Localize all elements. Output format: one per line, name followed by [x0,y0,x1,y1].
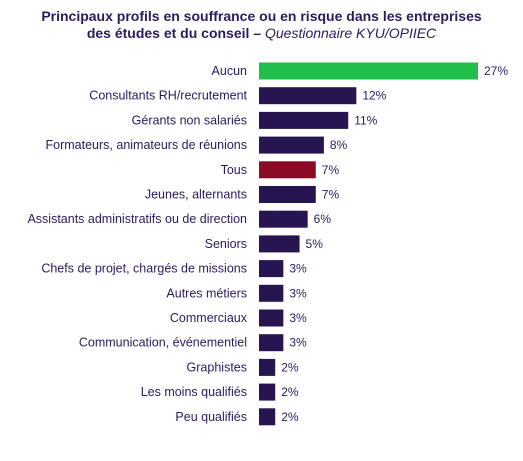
category-label: Tous [221,163,247,177]
category-label: Assistants administratifs ou de directio… [27,212,247,226]
category-label: Peu qualifiés [175,410,247,424]
category-label: Autres métiers [166,286,247,300]
bar [259,136,324,154]
value-label: 7% [322,163,340,177]
bar [259,210,308,228]
chart-title-line1: Principaux profils en souffrance ou en r… [41,8,482,24]
bar [259,334,284,352]
bar [259,260,284,278]
value-label: 2% [281,410,299,424]
category-label: Seniors [205,237,247,251]
bar [259,111,349,129]
category-label: Communication, événementiel [79,336,247,350]
chart-title-line2: des études et du conseil – Questionnaire… [0,25,523,42]
bars-group: Aucun 27% Consultants RH/recrutement 12% Gér… [27,62,508,426]
value-label: 27% [484,64,508,78]
bar [259,87,357,105]
category-label: Consultants RH/recrutement [89,89,247,103]
value-label: 2% [281,385,299,399]
bar [259,408,276,426]
chart-title-line2-text: des études et du conseil – [86,25,265,41]
category-label: Chefs de projet, chargés de missions [41,262,247,276]
chart-title-source: Questionnaire KYU/OPIIEC [264,25,437,41]
bar [259,383,276,401]
value-label: 3% [289,311,307,325]
bar [259,309,284,327]
value-label: 5% [306,237,324,251]
value-label: 6% [314,212,332,226]
value-label: 7% [322,188,340,202]
value-label: 2% [281,360,299,374]
category-label: Formateurs, animateurs de réunions [46,138,247,152]
category-label: Graphistes [187,360,247,374]
category-label: Commerciaux [170,311,248,325]
value-label: 11% [354,113,377,127]
category-label: Jeunes, alternants [145,188,247,202]
value-label: 3% [289,286,307,300]
bar [259,358,276,376]
value-label: 12% [362,89,386,103]
category-label: Gérants non salariés [132,113,247,127]
value-label: 3% [289,336,307,350]
bar [259,284,284,302]
bar [259,161,316,179]
bar [259,62,478,80]
value-label: 8% [330,138,348,152]
value-label: 3% [289,262,307,276]
bar [259,186,316,203]
category-label: Les moins qualifiés [141,385,247,399]
bar [259,235,300,253]
category-label: Aucun [212,64,247,78]
chart-title: Principaux profils en souffrance ou en r… [0,8,523,42]
